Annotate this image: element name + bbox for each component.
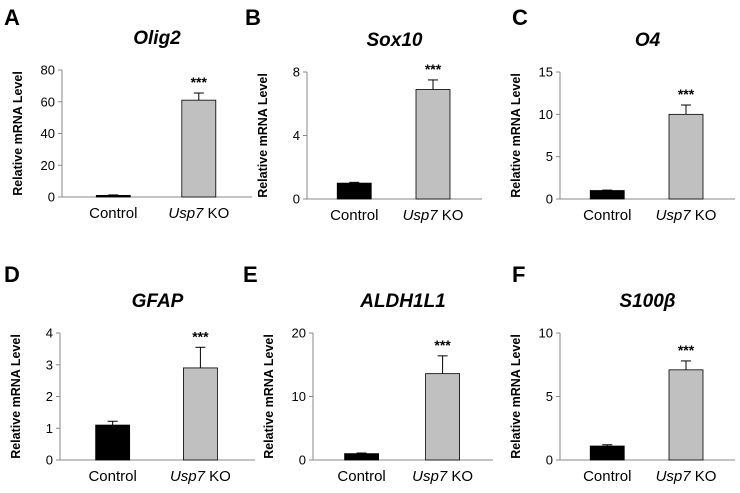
bar: [344, 453, 380, 461]
category-label-part: Control: [330, 207, 378, 224]
category-label-part: KO: [205, 468, 231, 485]
y-axis-label: Relative mRNA Level: [262, 334, 276, 459]
bar: [589, 190, 625, 200]
chart-title: O4: [635, 30, 661, 51]
y-axis-label: Relative mRNA Level: [509, 73, 523, 198]
significance-label: ***: [425, 61, 442, 77]
significance-label: ***: [434, 337, 451, 353]
y-tick-label: 10: [539, 107, 553, 122]
bar: [95, 424, 131, 461]
panel-label: A: [4, 5, 20, 30]
panel-label: D: [4, 262, 20, 287]
chart-title: GFAP: [132, 291, 184, 312]
bar: [425, 373, 461, 461]
panel-label: F: [512, 262, 525, 287]
chart-title: Olig2: [133, 28, 181, 49]
chart-panel-a: A Olig2 Relative mRNA Level 0 20 40 60 80 Contro…: [4, 5, 252, 222]
y-axis-label: Relative mRNA Level: [256, 73, 270, 198]
y-tick-label: 10: [539, 326, 553, 341]
category-label: Control: [88, 468, 136, 485]
category-label-part: KO: [691, 468, 717, 485]
bar: [336, 182, 372, 200]
category-label-part: Usp7: [170, 468, 206, 485]
bar: [668, 369, 704, 461]
y-tick-label: 60: [41, 94, 55, 109]
y-tick-label: 5: [546, 389, 553, 404]
y-tick-label: 4: [46, 326, 53, 341]
chart-title: Sox10: [367, 30, 423, 51]
bar: [668, 113, 704, 200]
category-label-part: Usp7: [656, 468, 692, 485]
category-label: Control: [89, 205, 137, 222]
category-label: Usp7 KO: [656, 207, 717, 224]
chart-panel-c: C O4 Relative mRNA Level 0 5 10 15 Control *** Us…: [509, 5, 735, 224]
category-label: Usp7 KO: [656, 468, 717, 485]
significance-label: ***: [191, 74, 208, 90]
category-label-part: KO: [447, 468, 473, 485]
y-axis-label: Relative mRNA Level: [509, 334, 523, 459]
y-tick-label: 15: [539, 65, 553, 80]
y-tick-label: 0: [48, 190, 55, 205]
bar: [182, 367, 218, 461]
chart-panel-b: B Sox10 Relative mRNA Level 0 4 8 Control *** Us…: [245, 5, 482, 224]
category-label: Usp7 KO: [168, 205, 229, 222]
category-label: Control: [583, 207, 631, 224]
y-tick-label: 5: [546, 149, 553, 164]
y-tick-label: 10: [292, 389, 306, 404]
y-tick-label: 80: [41, 63, 55, 78]
chart-panel-f: F S100β Relative mRNA Level 0 5 10 Control *** U…: [509, 262, 735, 485]
category-label: Usp7 KO: [412, 468, 473, 485]
y-tick-label: 3: [46, 357, 53, 372]
y-tick-label: 2: [46, 389, 53, 404]
chart-panel-e: E ALDH1L1 Relative mRNA Level 0 10 20 Control *…: [243, 262, 493, 485]
significance-label: ***: [192, 328, 209, 344]
bar: [589, 445, 625, 461]
y-tick-label: 4: [293, 128, 300, 143]
category-label-part: Usp7: [412, 468, 448, 485]
y-tick-label: 0: [299, 453, 306, 468]
chart-panel-d: D GFAP Relative mRNA Level 0 1 2 3 4 Control *** U…: [4, 262, 255, 485]
y-tick-label: 0: [293, 192, 300, 207]
panel-label: B: [245, 5, 261, 30]
y-axis-label: Relative mRNA Level: [9, 334, 23, 459]
category-label: Control: [583, 468, 631, 485]
y-tick-label: 0: [546, 453, 553, 468]
y-tick-label: 0: [546, 192, 553, 207]
category-label-part: Usp7: [403, 207, 439, 224]
category-label-part: Usp7: [656, 207, 692, 224]
bar: [181, 99, 217, 198]
bar: [95, 195, 131, 198]
category-label: Usp7 KO: [170, 468, 231, 485]
panel-label: C: [512, 5, 528, 30]
category-label-part: Control: [89, 205, 137, 222]
panel-label: E: [243, 262, 258, 287]
category-label-part: KO: [691, 207, 717, 224]
y-tick-label: 1: [46, 421, 53, 436]
category-label-part: KO: [438, 207, 464, 224]
chart-title: ALDH1L1: [359, 291, 446, 312]
y-axis-label: Relative mRNA Level: [11, 71, 25, 196]
y-tick-label: 8: [293, 65, 300, 80]
y-tick-label: 40: [41, 126, 55, 141]
category-label-part: KO: [203, 205, 229, 222]
y-tick-label: 20: [41, 158, 55, 173]
y-tick-label: 20: [292, 326, 306, 341]
category-label: Control: [337, 468, 385, 485]
category-label-part: Control: [88, 468, 136, 485]
category-label-part: Control: [337, 468, 385, 485]
significance-label: ***: [678, 342, 695, 358]
category-label: Usp7 KO: [403, 207, 464, 224]
bar: [415, 89, 451, 200]
y-tick-label: 0: [46, 453, 53, 468]
chart-title: S100β: [619, 291, 675, 312]
significance-label: ***: [678, 86, 695, 102]
category-label-part: Control: [583, 468, 631, 485]
category-label: Control: [330, 207, 378, 224]
category-label-part: Control: [583, 207, 631, 224]
category-label-part: Usp7: [168, 205, 204, 222]
